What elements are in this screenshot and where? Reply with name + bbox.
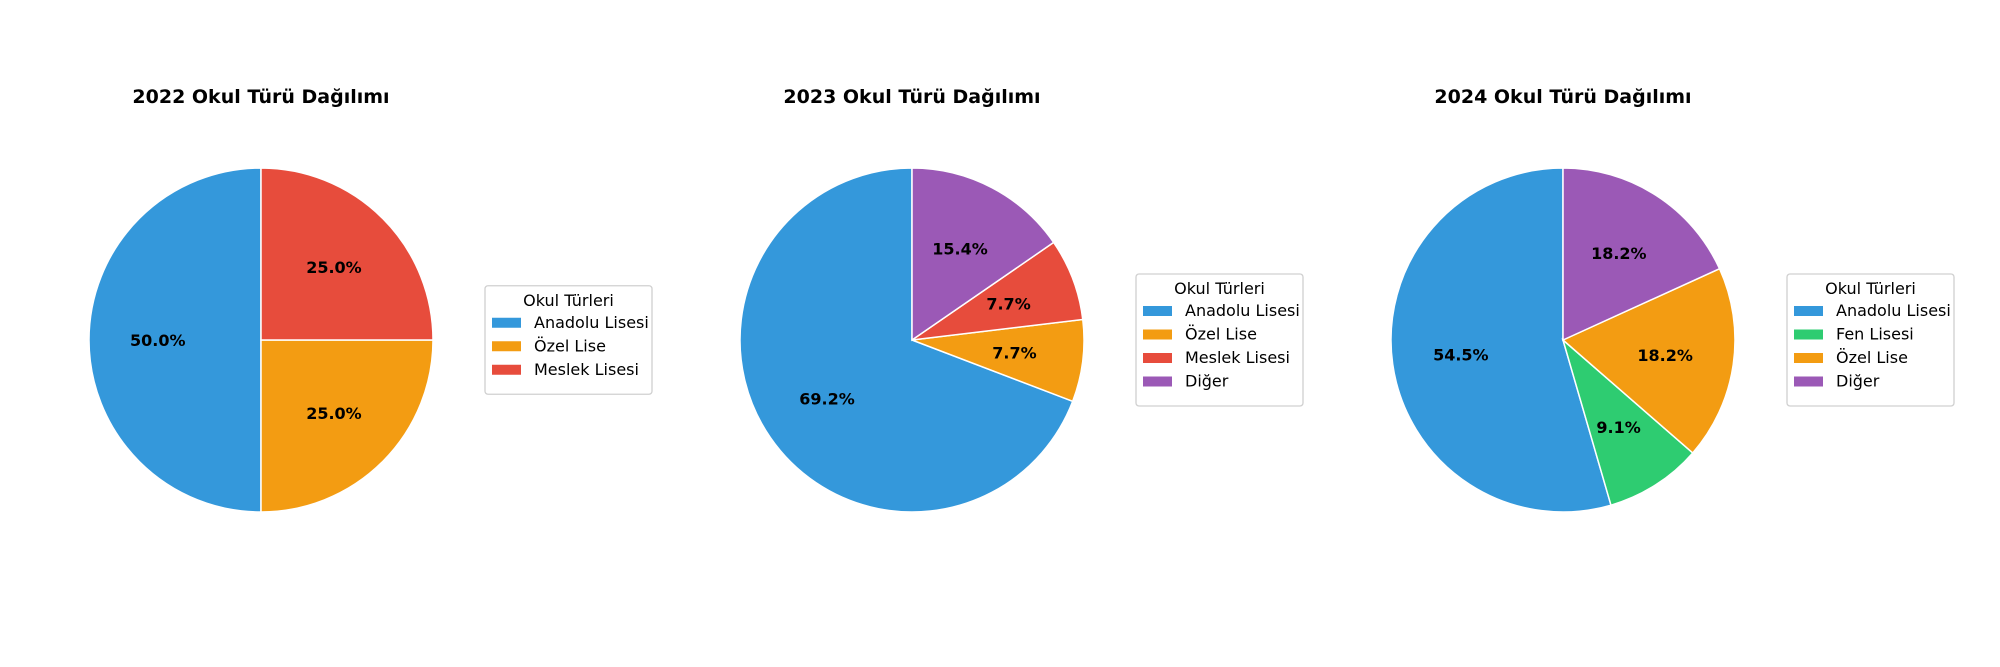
slice-label: 25.0%: [306, 404, 362, 423]
slice-label: 7.7%: [986, 295, 1030, 314]
legend-item: Anadolu Lisesi: [1794, 301, 1951, 320]
legend-label: Anadolu Lisesi: [534, 313, 649, 332]
pie-slice: [911, 167, 1055, 342]
pie-slice: [1562, 167, 1721, 342]
legend-box: [1786, 273, 1955, 407]
slice-label: 25.0%: [306, 258, 362, 277]
legend-box: [484, 285, 653, 395]
legend-swatch: [1143, 353, 1172, 363]
slice-label: 50.0%: [130, 331, 186, 350]
chart-title: 2024 Okul Türü Dağılımı: [1434, 86, 1691, 108]
legend-title: Okul Türleri: [1174, 279, 1265, 298]
legend-title: Okul Türleri: [1825, 279, 1916, 298]
legend-item: Anadolu Lisesi: [1143, 301, 1300, 320]
slice-label: 7.7%: [992, 344, 1036, 363]
slice-label: 15.4%: [932, 240, 988, 259]
legend: Okul Türleri Anadolu Lisesi Özel Lise Mesle…: [484, 285, 653, 395]
legend-item: Diğer: [1143, 372, 1229, 391]
legend-swatch: [1143, 329, 1172, 340]
slice-label: 69.2%: [799, 390, 855, 409]
legend-swatch: [1794, 376, 1823, 387]
legend: Okul Türleri Anadolu Lisesi Fen Lisesi Özel…: [1786, 273, 1955, 407]
legend-item: Meslek Lisesi: [492, 360, 639, 379]
legend-label: Meslek Lisesi: [534, 360, 639, 379]
legend-swatch: [1794, 353, 1823, 363]
legend-swatch: [492, 317, 521, 328]
slice-label: 9.1%: [1596, 418, 1640, 437]
legend-label: Özel Lise: [1836, 348, 1908, 367]
chart-title: 2022 Okul Türü Dağılımı: [132, 86, 389, 108]
legend-swatch: [1794, 329, 1823, 340]
legend-item: Özel Lise: [492, 336, 606, 355]
legend-label: Anadolu Lisesi: [1185, 301, 1300, 320]
pie-chart-3: 2024 Okul Türü Dağılımı 54.5% 9.1% 18.2% 18.…: [1390, 86, 1955, 513]
legend-box: [1135, 273, 1304, 407]
legend-swatch: [492, 341, 521, 352]
legend-swatch: [1794, 306, 1823, 316]
legend-label: Anadolu Lisesi: [1836, 301, 1951, 320]
legend-label: Meslek Lisesi: [1185, 348, 1290, 367]
legend-label: Özel Lise: [1185, 325, 1257, 344]
pie-slice: [739, 167, 1074, 513]
legend-label: Diğer: [1185, 372, 1229, 391]
legend-swatch: [492, 364, 521, 375]
chart-title: 2023 Okul Türü Dağılımı: [783, 86, 1040, 108]
slice-label: 54.5%: [1433, 346, 1489, 365]
pie-slice: [1561, 267, 1736, 454]
legend-item: Fen Lisesi: [1794, 325, 1914, 344]
pie-slice: [260, 339, 434, 513]
legend: Okul Türleri Anadolu Lisesi Özel Lise Mesle…: [1135, 273, 1304, 407]
slice-label: 18.2%: [1591, 244, 1647, 263]
legend-title: Okul Türleri: [523, 291, 614, 310]
legend-label: Fen Lisesi: [1836, 325, 1914, 344]
slice-label: 18.2%: [1637, 346, 1693, 365]
pie-slice: [88, 167, 262, 513]
legend-swatch: [1143, 306, 1172, 316]
legend-swatch: [1143, 376, 1172, 387]
pie-chart-2: 2023 Okul Türü Dağılımı 69.2% 7.7% 7.7% 15.4…: [739, 86, 1304, 513]
legend-label: Diğer: [1836, 372, 1880, 391]
pie-slice: [260, 167, 434, 341]
pie-slice: [1390, 167, 1612, 513]
pie-slice: [1561, 337, 1694, 507]
legend-item: Diğer: [1794, 372, 1880, 391]
legend-item: Özel Lise: [1143, 325, 1257, 344]
legend-label: Özel Lise: [534, 336, 606, 355]
pie-chart-1: 2022 Okul Türü Dağılımı 50.0% 25.0% 25.0% Ok…: [88, 86, 653, 513]
legend-item: Özel Lise: [1794, 348, 1908, 367]
legend-item: Meslek Lisesi: [1143, 348, 1290, 367]
legend-item: Anadolu Lisesi: [492, 313, 649, 332]
